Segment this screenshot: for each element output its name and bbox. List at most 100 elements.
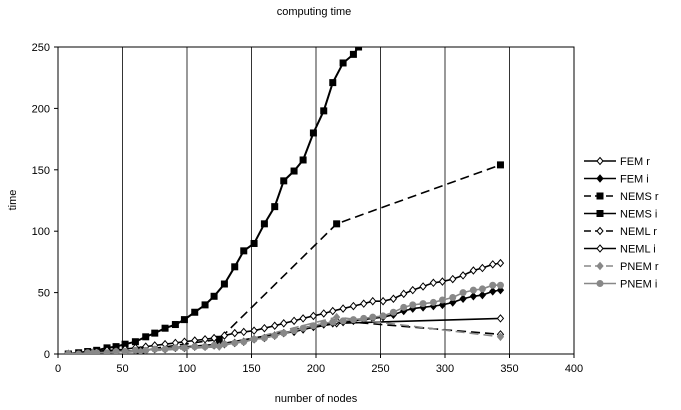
data-point-neml-i xyxy=(496,258,505,268)
legend-marker-fem-r xyxy=(596,156,604,166)
data-point-pnem-i xyxy=(271,332,279,340)
data-point-nems-i xyxy=(349,50,357,58)
x-tick-label: 400 xyxy=(565,363,583,375)
data-point-pnem-i xyxy=(379,312,387,320)
data-point-neml-i xyxy=(320,309,328,318)
data-point-pnem-i xyxy=(250,335,258,343)
x-tick-label: 250 xyxy=(371,363,389,375)
data-point-fem-i xyxy=(469,292,478,301)
data-point-neml-i xyxy=(389,294,398,304)
legend-marker-pnem-i xyxy=(596,280,604,287)
y-tick-label: 100 xyxy=(32,226,50,238)
data-point-nems-i xyxy=(299,156,307,164)
data-point-pnem-i xyxy=(478,285,486,293)
data-point-neml-i xyxy=(409,285,417,295)
data-point-pnem-i xyxy=(280,329,288,337)
data-point-pnem-i xyxy=(400,303,408,311)
data-point-pnem-i xyxy=(360,314,368,322)
legend-marker-nems-r xyxy=(596,192,604,200)
legend-marker-neml-r xyxy=(596,226,604,236)
data-point-neml-i xyxy=(429,278,438,288)
data-point-nems-i xyxy=(280,177,288,185)
data-point-pnem-i xyxy=(64,350,72,354)
data-point-neml-i xyxy=(369,296,377,306)
data-point-pnem-i xyxy=(210,341,218,349)
legend-item-neml-i: NEML i xyxy=(584,244,656,256)
data-point-neml-i xyxy=(299,314,307,323)
data-point-pnem-i xyxy=(231,339,239,347)
data-point-nems-i xyxy=(339,59,347,67)
data-point-neml-i xyxy=(240,327,248,337)
data-point-nems-i xyxy=(201,301,209,309)
data-point-neml-i xyxy=(478,263,487,273)
y-tick-label: 0 xyxy=(44,349,50,361)
legend-label-pnem-r: PNEM r xyxy=(620,261,659,273)
data-point-pnem-i xyxy=(142,346,150,354)
data-point-neml-i xyxy=(469,266,478,275)
legend-item-fem-i: FEM i xyxy=(584,174,649,186)
data-point-nems-i xyxy=(142,333,150,341)
data-point-pnem-i xyxy=(290,327,298,335)
data-point-neml-i xyxy=(210,333,218,343)
data-point-neml-i xyxy=(438,277,447,286)
data-point-nems-i xyxy=(320,107,328,115)
legend-label-neml-r: NEML r xyxy=(620,226,657,238)
data-point-neml-i xyxy=(309,311,318,321)
data-point-pnem-r xyxy=(332,312,341,322)
data-point-pnem-i xyxy=(409,301,417,309)
plot-area xyxy=(64,47,505,354)
chart-title: computing time xyxy=(277,6,352,18)
data-point-pnem-i xyxy=(309,322,317,330)
legend-marker-neml-i xyxy=(596,244,604,253)
y-tick-label: 50 xyxy=(38,288,50,300)
data-point-pnem-r xyxy=(496,332,505,342)
data-point-nems-i xyxy=(210,292,218,300)
data-point-nems-r xyxy=(496,161,504,169)
data-point-pnem-i xyxy=(438,296,446,304)
x-tick-label: 0 xyxy=(55,363,61,375)
legend-item-neml-r: NEML r xyxy=(584,226,657,238)
data-point-nems-i xyxy=(180,316,188,324)
data-point-neml-i xyxy=(290,316,298,326)
data-point-pnem-i xyxy=(419,300,427,308)
data-point-pnem-i xyxy=(161,345,169,353)
data-point-pnem-i xyxy=(449,294,457,302)
data-point-pnem-i xyxy=(112,348,120,354)
data-point-pnem-i xyxy=(339,317,347,325)
data-point-neml-i xyxy=(260,323,269,333)
y-tick-label: 150 xyxy=(32,165,50,177)
data-point-nems-i xyxy=(271,203,279,211)
data-point-neml-i xyxy=(280,319,288,328)
data-point-neml-i xyxy=(271,321,279,331)
data-point-neml-i xyxy=(360,299,368,308)
data-point-pnem-i xyxy=(240,338,248,346)
y-tick-label: 200 xyxy=(32,103,50,115)
data-point-neml-i xyxy=(419,282,427,291)
data-point-fem-i xyxy=(478,290,487,300)
legend-item-pnem-r: PNEM r xyxy=(584,261,659,273)
data-point-nems-i xyxy=(171,321,179,329)
data-point-neml-i xyxy=(231,328,239,338)
legend-label-neml-i: NEML i xyxy=(620,244,656,256)
legend-item-pnem-i: PNEM i xyxy=(584,279,657,291)
data-point-pnem-i xyxy=(131,346,139,354)
data-point-nems-i xyxy=(250,239,258,247)
data-point-nems-i xyxy=(220,280,228,288)
data-point-neml-i xyxy=(449,274,457,284)
series-pnem-i xyxy=(64,281,504,354)
data-point-fem-r xyxy=(496,314,505,323)
x-tick-label: 150 xyxy=(242,363,260,375)
data-point-nems-r xyxy=(333,220,341,228)
data-point-pnem-i xyxy=(429,298,437,306)
data-point-nems-i xyxy=(240,247,248,255)
data-point-neml-i xyxy=(329,306,337,316)
data-point-nems-i xyxy=(161,324,169,332)
legend-label-fem-i: FEM i xyxy=(620,174,649,186)
x-tick-label: 100 xyxy=(178,363,196,375)
series-nems-r xyxy=(64,161,504,354)
data-point-fem-i xyxy=(459,294,467,304)
legend-marker-nems-i xyxy=(596,210,604,217)
data-point-nems-i xyxy=(290,167,298,175)
x-tick-label: 200 xyxy=(307,363,325,375)
